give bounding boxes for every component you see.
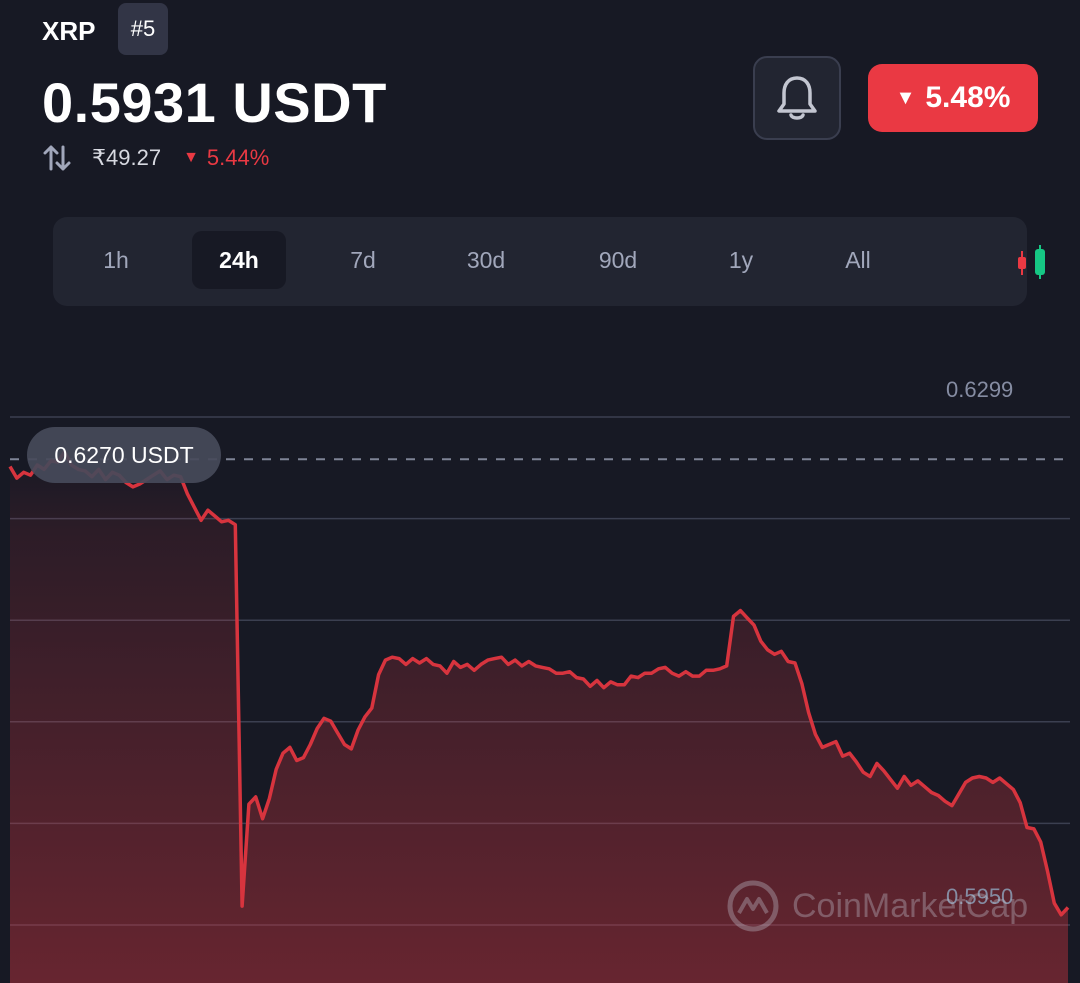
triangle-down-icon: ▼ [895, 86, 916, 109]
coinmarketcap-logo-icon [727, 880, 779, 932]
tab-all[interactable]: All [845, 246, 871, 273]
open-price-pill: 0.6270 USDT [27, 427, 221, 483]
secondary-price-row: ₹49.27 ▼ 5.44% [42, 142, 269, 174]
y-axis-high-label: 0.6299 [946, 377, 1014, 402]
coin-symbol: XRP [42, 16, 96, 46]
price-line [8, 450, 1070, 917]
candlestick-icon[interactable] [1011, 243, 1051, 281]
inr-change: 5.44% [206, 145, 270, 170]
triangle-down-icon: ▼ [183, 149, 199, 166]
change-value: 5.48% [925, 81, 1011, 114]
bell-icon [777, 76, 817, 120]
tab-1h[interactable]: 1h [103, 246, 129, 273]
tab-1y[interactable]: 1y [728, 246, 754, 273]
inr-price: ₹49.27 [92, 145, 162, 170]
price-area-fill [10, 451, 1068, 983]
current-price: 0.5931 USDT [42, 71, 387, 134]
watermark-text: CoinMarketCap [792, 886, 1029, 925]
tab-24h[interactable]: 24h [192, 231, 286, 289]
time-range-tabs: 1h 24h 7d 30d 90d 1y All [53, 217, 1045, 306]
coinmarketcap-watermark: CoinMarketCap [726, 876, 1028, 936]
tab-30d[interactable]: 30d [466, 246, 506, 273]
tab-7d[interactable]: 7d [350, 246, 376, 273]
price-alert-button[interactable] [753, 56, 841, 140]
rank-badge: #5 [118, 3, 168, 55]
price-change-badge: ▼ 5.48% [868, 64, 1038, 132]
swap-arrows-icon[interactable] [42, 143, 72, 173]
tab-90d[interactable]: 90d [598, 246, 638, 273]
price-chart[interactable] [0, 330, 1080, 983]
y-axis-low-label: 0.5950 [946, 884, 1014, 909]
